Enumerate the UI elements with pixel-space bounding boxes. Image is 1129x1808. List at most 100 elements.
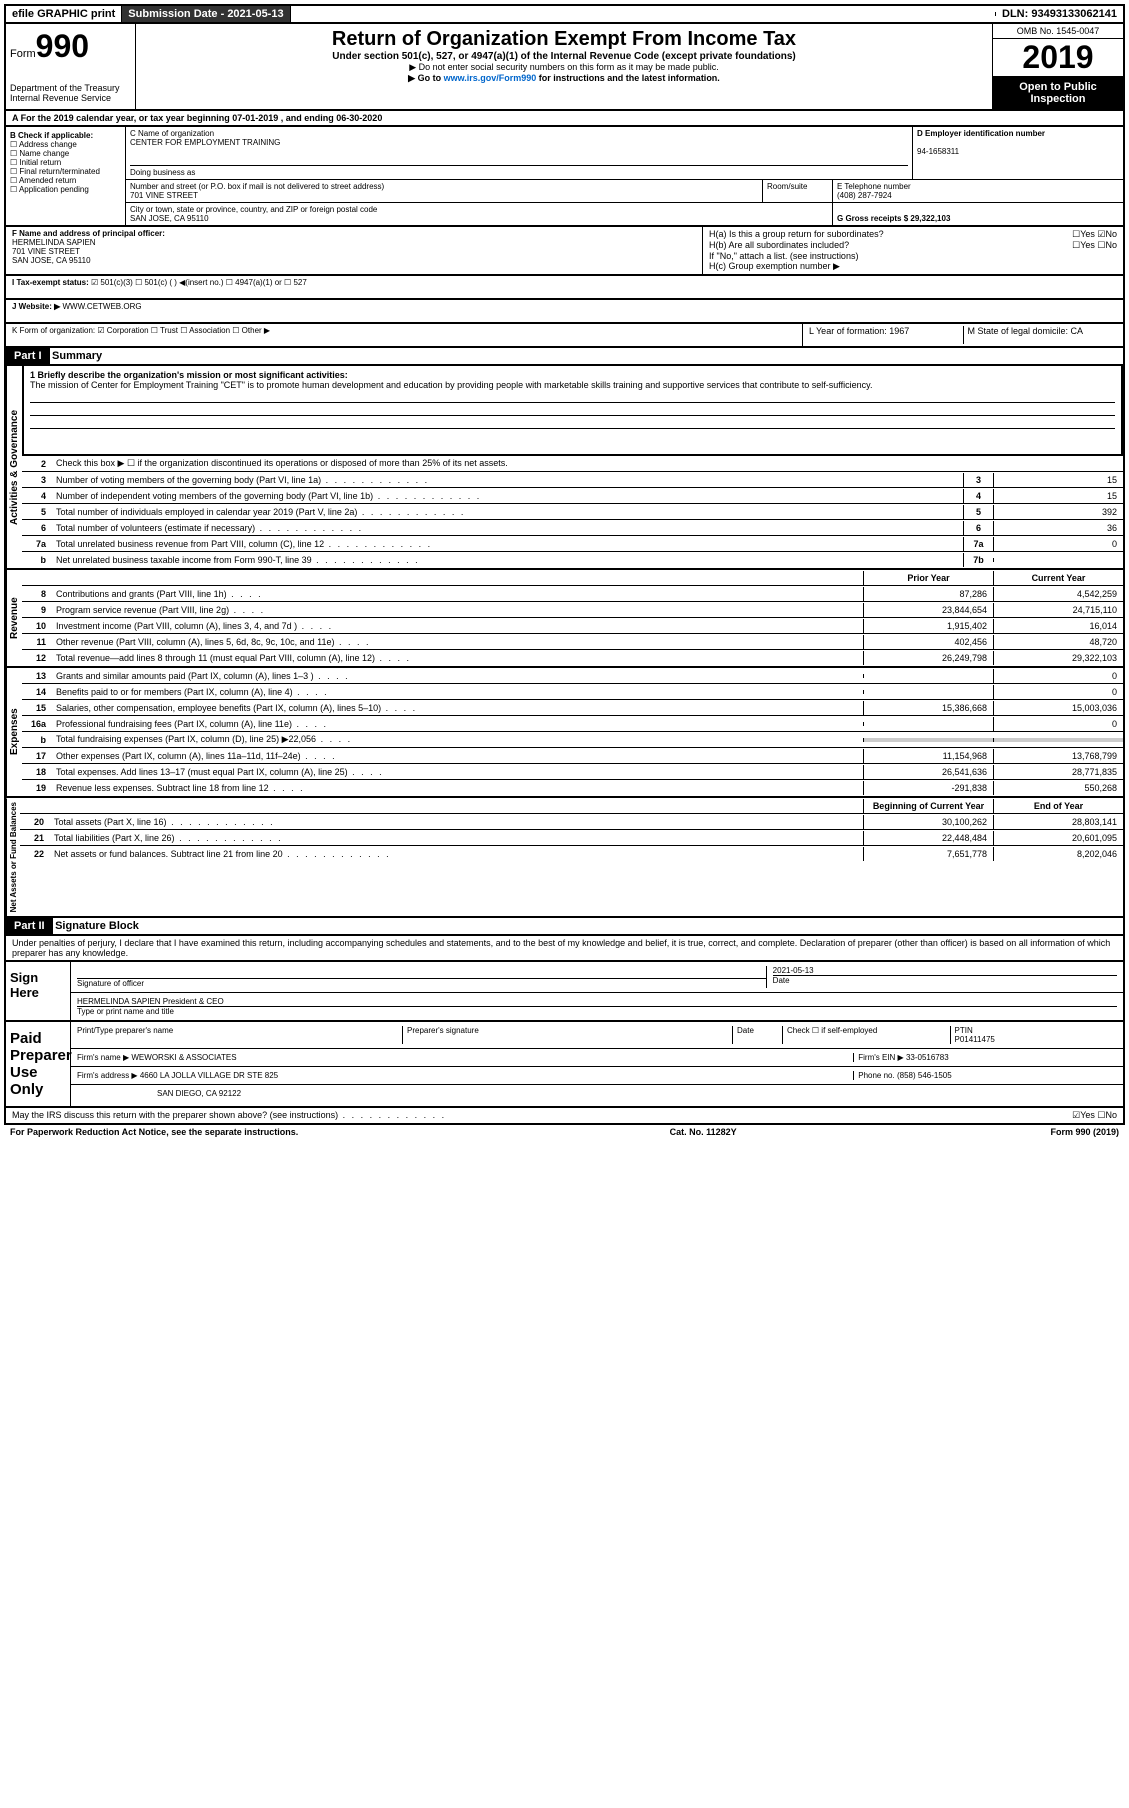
table-row: bNet unrelated business taxable income f…	[22, 552, 1123, 568]
firm-phone-label: Phone no.	[858, 1071, 894, 1080]
discuss-row: May the IRS discuss this return with the…	[4, 1108, 1125, 1125]
table-row: 18Total expenses. Add lines 13–17 (must …	[22, 764, 1123, 780]
officer-name: HERMELINDA SAPIEN	[12, 238, 96, 247]
prep-date-label: Date	[733, 1026, 783, 1044]
tax-year: 2019	[993, 39, 1123, 77]
part2-header: Part II Signature Block	[4, 918, 1125, 936]
street-addr: 701 VINE STREET	[130, 191, 198, 200]
opt-initial[interactable]: ☐ Initial return	[10, 158, 61, 167]
end-year-hdr: End of Year	[993, 799, 1123, 813]
addr-label: Number and street (or P.O. box if mail i…	[130, 182, 384, 191]
form-subtitle: Under section 501(c), 527, or 4947(a)(1)…	[140, 51, 988, 62]
table-row: 17Other expenses (Part IX, column (A), l…	[22, 748, 1123, 764]
opt-pending[interactable]: ☐ Application pending	[10, 185, 89, 194]
table-row: 7aTotal unrelated business revenue from …	[22, 536, 1123, 552]
firm-name: WEWORSKI & ASSOCIATES	[131, 1053, 236, 1062]
sig-officer-label: Signature of officer	[77, 978, 766, 988]
table-row: 21Total liabilities (Part X, line 26)22,…	[20, 830, 1123, 846]
hc-label: H(c) Group exemption number ▶	[709, 261, 1117, 272]
table-row: 19Revenue less expenses. Subtract line 1…	[22, 780, 1123, 796]
mission-text: The mission of Center for Employment Tra…	[30, 380, 872, 390]
table-row: 14Benefits paid to or for members (Part …	[22, 684, 1123, 700]
room-label: Room/suite	[767, 182, 807, 191]
table-row: 20Total assets (Part X, line 16)30,100,2…	[20, 814, 1123, 830]
opt-name[interactable]: ☐ Name change	[10, 149, 69, 158]
phone-value: (408) 287-7924	[837, 191, 892, 200]
city-value: SAN JOSE, CA 95110	[130, 214, 209, 223]
ha-answer[interactable]: ☐Yes ☑No	[1072, 229, 1117, 240]
preparer-name-label: Print/Type preparer's name	[77, 1026, 403, 1044]
table-row: 13Grants and similar amounts paid (Part …	[22, 668, 1123, 684]
ptin-value: P01411475	[955, 1035, 995, 1044]
officer-label: F Name and address of principal officer:	[12, 229, 165, 238]
efile-label[interactable]: efile GRAPHIC print	[6, 6, 122, 22]
ein-value: 94-1658311	[917, 147, 959, 156]
table-row: 8Contributions and grants (Part VIII, li…	[22, 586, 1123, 602]
sig-declaration: Under penalties of perjury, I declare th…	[4, 936, 1125, 962]
form-title: Return of Organization Exempt From Incom…	[140, 28, 988, 51]
prior-year-hdr: Prior Year	[863, 571, 993, 585]
table-row: 5Total number of individuals employed in…	[22, 504, 1123, 520]
row-a: A For the 2019 calendar year, or tax yea…	[4, 111, 1125, 127]
gross-receipts: G Gross receipts $ 29,322,103	[837, 214, 950, 223]
current-year-hdr: Current Year	[993, 571, 1123, 585]
firm-addr-label: Firm's address ▶	[77, 1071, 138, 1080]
officer-name-value: HERMELINDA SAPIEN President & CEO	[77, 997, 224, 1006]
table-row: 11Other revenue (Part VIII, column (A), …	[22, 634, 1123, 650]
firm-ein-label: Firm's EIN ▶	[858, 1053, 903, 1062]
self-employed[interactable]: Check ☐ if self-employed	[783, 1026, 951, 1044]
table-row: 9Program service revenue (Part VIII, lin…	[22, 602, 1123, 618]
form-number: 990	[36, 28, 89, 64]
firm-phone: (858) 546-1505	[897, 1071, 952, 1080]
preparer-sig-label: Preparer's signature	[403, 1026, 733, 1044]
side-governance: Activities & Governance	[6, 366, 22, 568]
hb-note: If "No," attach a list. (see instruction…	[709, 251, 1117, 261]
note-2: ▶ Go to www.irs.gov/Form990 for instruct…	[140, 73, 988, 84]
mission-label: 1 Briefly describe the organization's mi…	[30, 370, 348, 380]
opt-addr[interactable]: ☐ Address change	[10, 140, 77, 149]
state-domicile: M State of legal domicile: CA	[964, 326, 1118, 344]
ptin-label: PTIN	[955, 1026, 973, 1035]
hb-answer[interactable]: ☐Yes ☐No	[1072, 240, 1117, 251]
tax-status-opts[interactable]: ☑ 501(c)(3) ☐ 501(c) ( ) ◀(insert no.) ☐…	[91, 278, 307, 287]
submission-date: Submission Date - 2021-05-13	[122, 6, 290, 22]
form-org[interactable]: K Form of organization: ☑ Corporation ☐ …	[6, 324, 803, 346]
year-formation: L Year of formation: 1967	[809, 326, 964, 344]
omb-number: OMB No. 1545-0047	[993, 24, 1123, 39]
sig-date-label: Date	[773, 975, 1117, 985]
begin-year-hdr: Beginning of Current Year	[863, 799, 993, 813]
tax-status-label: I Tax-exempt status:	[12, 278, 89, 287]
paid-preparer-label: Paid Preparer Use Only	[6, 1022, 71, 1106]
website-value[interactable]: WWW.CETWEB.ORG	[62, 302, 141, 311]
irs-link[interactable]: www.irs.gov/Form990	[444, 73, 537, 83]
side-revenue: Revenue	[6, 570, 22, 666]
discuss-answer[interactable]: ☑Yes ☐No	[1072, 1110, 1117, 1121]
org-name: CENTER FOR EMPLOYMENT TRAINING	[130, 138, 280, 147]
city-label: City or town, state or province, country…	[130, 205, 377, 214]
officer-name-label: Type or print name and title	[77, 1006, 1117, 1016]
website-label: J Website: ▶	[12, 302, 60, 311]
table-row: 22Net assets or fund balances. Subtract …	[20, 846, 1123, 862]
firm-addr: 4660 LA JOLLA VILLAGE DR STE 825	[140, 1071, 278, 1080]
table-row: 15Salaries, other compensation, employee…	[22, 700, 1123, 716]
firm-ein: 33-0516783	[906, 1053, 949, 1062]
officer-addr: 701 VINE STREET SAN JOSE, CA 95110	[12, 247, 91, 265]
sig-date: 2021-05-13	[773, 966, 814, 975]
table-row: 16aProfessional fundraising fees (Part I…	[22, 716, 1123, 732]
table-row: 6Total number of volunteers (estimate if…	[22, 520, 1123, 536]
ha-label: H(a) Is this a group return for subordin…	[709, 229, 1072, 240]
form-header: Form990 Department of the Treasury Inter…	[4, 24, 1125, 111]
name-label: C Name of organization	[130, 129, 214, 138]
opt-amended[interactable]: ☐ Amended return	[10, 176, 76, 185]
table-row: 10Investment income (Part VIII, column (…	[22, 618, 1123, 634]
note-1: ▶ Do not enter social security numbers o…	[140, 62, 988, 73]
col-b: B Check if applicable: ☐ Address change …	[6, 127, 126, 225]
hb-label: H(b) Are all subordinates included?	[709, 240, 1072, 251]
dln: DLN: 93493133062141	[996, 6, 1123, 22]
col-b-label: B Check if applicable:	[10, 131, 93, 140]
dept-label: Department of the Treasury Internal Reve…	[10, 83, 131, 103]
firm-name-label: Firm's name ▶	[77, 1053, 129, 1062]
opt-final[interactable]: ☐ Final return/terminated	[10, 167, 100, 176]
part1-header: Part I Summary	[4, 348, 1125, 366]
open-public: Open to Public Inspection	[993, 77, 1123, 109]
